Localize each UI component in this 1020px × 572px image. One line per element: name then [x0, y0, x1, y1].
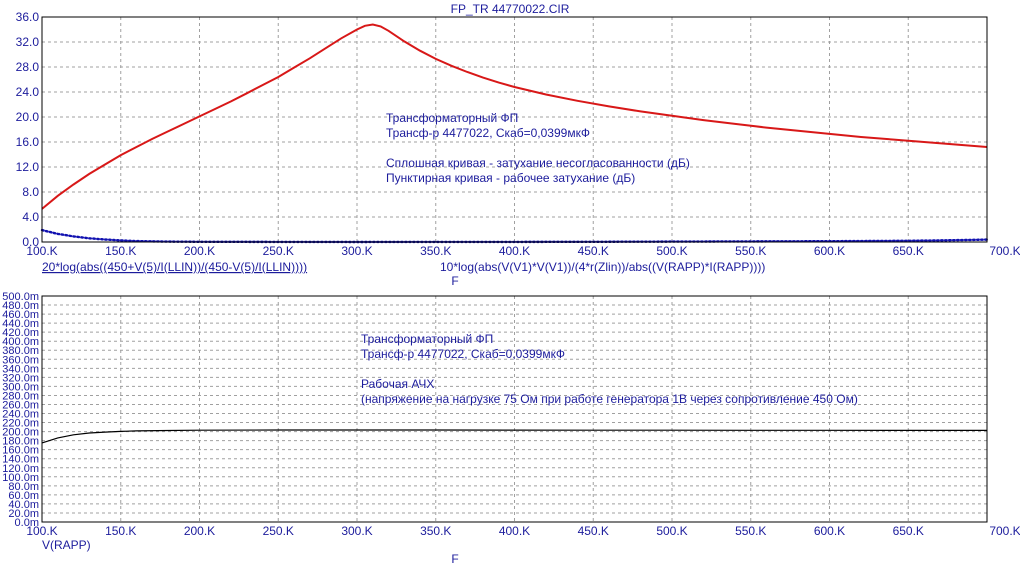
bottom-x-tick-label: 450.K	[578, 524, 609, 538]
bottom-x-tick-label: 200.K	[184, 524, 215, 538]
bottom-y-tick-label: 420.0m	[2, 327, 39, 339]
bottom-chart: 0.0m20.0m40.0m60.0m80.0m100.0m120.0m140.…	[2, 291, 1020, 566]
bottom-y-tick-label: 140.0m	[2, 454, 39, 466]
top-annotation-title: Трансформаторный ФП	[386, 111, 518, 125]
bottom-y-tick-label: 300.0m	[2, 381, 39, 393]
bottom-x-tick-label: 600.K	[814, 524, 845, 538]
bottom-annotation-response: Рабочая АЧХ	[361, 377, 434, 391]
bottom-y-tick-label: 220.0m	[2, 418, 39, 430]
top-legend-series-2[interactable]: 10*log(abs(V(V1)*V(V1))/(4*r(Zlin))/abs(…	[440, 260, 765, 274]
bottom-x-tick-label: 350.K	[420, 524, 451, 538]
top-chart: 0.0 4.0 8.0 12.0 16.0 20.0 24.0 28.0 32.0 36.0 10…	[16, 10, 1020, 288]
bottom-y-tick-label: 260.0m	[2, 399, 39, 411]
top-y-tick-label: 32.0	[16, 35, 40, 49]
top-x-tick-label: 150.K	[105, 244, 136, 258]
bottom-y-tick-label: 200.0m	[2, 427, 39, 439]
bottom-y-tick-label: 480.0m	[2, 300, 39, 312]
bottom-x-tick-label: 300.K	[341, 524, 372, 538]
bottom-y-tick-label: 0.0m	[15, 517, 39, 529]
top-x-tick-label: 250.K	[263, 244, 294, 258]
top-x-tick-label: 600.K	[814, 244, 845, 258]
window-title: FP_TR 44770022.CIR	[451, 2, 570, 16]
bottom-x-axis-label: F	[451, 552, 458, 566]
bottom-y-tick-label: 100.0m	[2, 472, 39, 484]
top-y-tick-label: 12.0	[16, 160, 40, 174]
top-x-tick-label: 100.K	[26, 244, 57, 258]
bottom-x-tick-label: 500.K	[656, 524, 687, 538]
bottom-y-tick-label: 320.0m	[2, 372, 39, 384]
bottom-y-tick-label: 340.0m	[2, 363, 39, 375]
bottom-annotation-transformer: Трансф-р 4477022, Скаб=0,0399мкФ	[361, 347, 565, 361]
top-y-tick-label: 0.0	[22, 235, 39, 249]
bottom-legend-series-1[interactable]: V(RAPP)	[42, 538, 91, 552]
top-plot-frame	[41, 16, 988, 243]
top-annotation-dotted-curve: Пунктирная кривая - рабочее затухание (д…	[386, 171, 635, 185]
top-x-tick-label: 550.K	[735, 244, 766, 258]
bottom-x-tick-label: 550.K	[735, 524, 766, 538]
top-x-tick-label: 300.K	[341, 244, 372, 258]
bottom-x-tick-label: 250.K	[263, 524, 294, 538]
bottom-y-tick-label: 40.0m	[8, 499, 39, 511]
top-x-tick-label: 200.K	[184, 244, 215, 258]
bottom-y-tick-label: 20.0m	[8, 508, 39, 520]
bottom-y-tick-label: 360.0m	[2, 354, 39, 366]
top-x-tick-label: 450.K	[578, 244, 609, 258]
bottom-y-tick-label: 120.0m	[2, 463, 39, 475]
top-annotation-transformer: Трансф-р 4477022, Скаб=0,0399мкФ	[386, 126, 590, 140]
top-x-tick-label: 350.K	[420, 244, 451, 258]
bottom-y-tick-label: 460.0m	[2, 309, 39, 321]
top-x-axis-label: F	[451, 274, 458, 288]
bottom-x-tick-label: 100.K	[26, 524, 57, 538]
bottom-plot-frame	[41, 295, 988, 523]
bottom-y-tick-label: 240.0m	[2, 409, 39, 421]
bottom-y-tick-label: 380.0m	[2, 345, 39, 357]
bottom-x-tick-label: 400.K	[499, 524, 530, 538]
bottom-y-tick-label: 280.0m	[2, 390, 39, 402]
top-x-tick-label: 650.K	[893, 244, 924, 258]
top-y-tick-label: 20.0	[16, 110, 40, 124]
top-x-tick-label: 400.K	[499, 244, 530, 258]
top-y-tick-label: 36.0	[16, 10, 40, 24]
bottom-y-tick-label: 440.0m	[2, 318, 39, 330]
bottom-x-tick-label: 700.K	[989, 524, 1020, 538]
bottom-y-tick-label: 160.0m	[2, 445, 39, 457]
top-x-tick-label: 700.K	[989, 244, 1020, 258]
bottom-y-tick-label: 180.0m	[2, 436, 39, 448]
bottom-y-tick-label: 60.0m	[8, 490, 39, 502]
bottom-x-tick-label: 650.K	[893, 524, 924, 538]
top-annotation-solid-curve: Сплошная кривая - затухание несогласован…	[386, 156, 690, 170]
top-y-tick-label: 28.0	[16, 60, 40, 74]
top-series-1-line	[41, 23, 988, 210]
top-x-tick-label: 500.K	[656, 244, 687, 258]
bottom-series-1-line	[41, 429, 987, 444]
top-legend-series-1[interactable]: 20*log(abs((450+V(5)/I(LLIN))/(450-V(5)/…	[42, 260, 307, 274]
bottom-annotation-load: (напряжение на нагрузке 75 Ом при работе…	[361, 392, 858, 406]
top-y-tick-label: 4.0	[22, 210, 39, 224]
top-y-tick-label: 16.0	[16, 135, 40, 149]
bottom-annotation-title: Трансформаторный ФП	[361, 332, 493, 346]
top-y-tick-label: 24.0	[16, 85, 40, 99]
bottom-y-tick-label: 80.0m	[8, 481, 39, 493]
bottom-y-tick-label: 400.0m	[2, 336, 39, 348]
top-y-tick-label: 8.0	[22, 185, 39, 199]
bottom-y-tick-label: 500.0m	[2, 291, 39, 303]
bottom-x-tick-label: 150.K	[105, 524, 136, 538]
